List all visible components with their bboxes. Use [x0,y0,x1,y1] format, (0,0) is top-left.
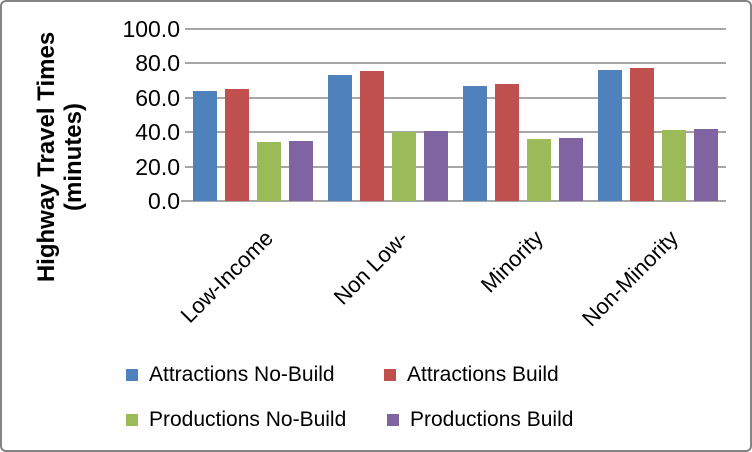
y-tick-label-20.0: 20.0 [135,153,180,180]
bar [391,132,416,201]
gridline-60 [185,97,726,99]
y-tick-label-100.0: 100.0 [122,16,180,42]
bar-group-2 [456,29,591,201]
legend-item-attractions-no-build: Attractions No-Build [126,362,335,388]
legend-label: Productions No-Build [149,408,347,431]
gridline-20 [185,166,726,168]
bar [495,84,520,201]
bar-group-0 [185,29,320,201]
y-tick-label-60.0: 60.0 [135,84,180,111]
bar [256,142,281,201]
y-tick-label-40.0: 40.0 [135,119,180,146]
y-axis-title-line2: (minutes) [60,103,87,211]
plot-area [181,28,726,202]
legend-swatch-attractions-no-build [126,369,138,381]
legend-swatch-attractions-build [384,369,396,381]
legend-label: Attractions Build [407,363,559,386]
y-axis-title-line1: Highway Travel Times [33,31,60,283]
gridline-80 [185,62,726,64]
y-tick-label-0.0: 0.0 [148,188,180,214]
gridline-100 [185,28,726,30]
legend-label: Productions Build [410,408,574,431]
bar [327,75,352,201]
bar [224,89,249,201]
legend-swatch-productions-no-build [126,414,138,426]
bar [527,139,552,201]
bar [359,71,384,201]
legend-item-productions-no-build: Productions No-Build [126,407,346,433]
bar-groups [185,29,726,201]
bar [463,86,488,201]
gridline-40 [185,131,726,133]
bar [598,70,623,201]
x-axis-line [181,200,726,202]
y-axis-title: Highway Travel Times (minutes) [33,7,89,307]
bar [559,138,584,201]
bar-group-1 [320,29,455,201]
y-tick-label-80.0: 80.0 [135,50,180,77]
legend-swatch-productions-build [387,414,399,426]
bar [630,68,655,201]
legend-label: Attractions No-Build [149,363,335,386]
bar-group-3 [591,29,726,201]
bar [423,131,448,201]
legend-item-attractions-build: Attractions Build [384,362,559,388]
bar [288,141,313,201]
bar [694,129,719,201]
legend-item-productions-build: Productions Build [387,407,573,433]
bar [192,91,217,201]
bar [662,130,687,201]
